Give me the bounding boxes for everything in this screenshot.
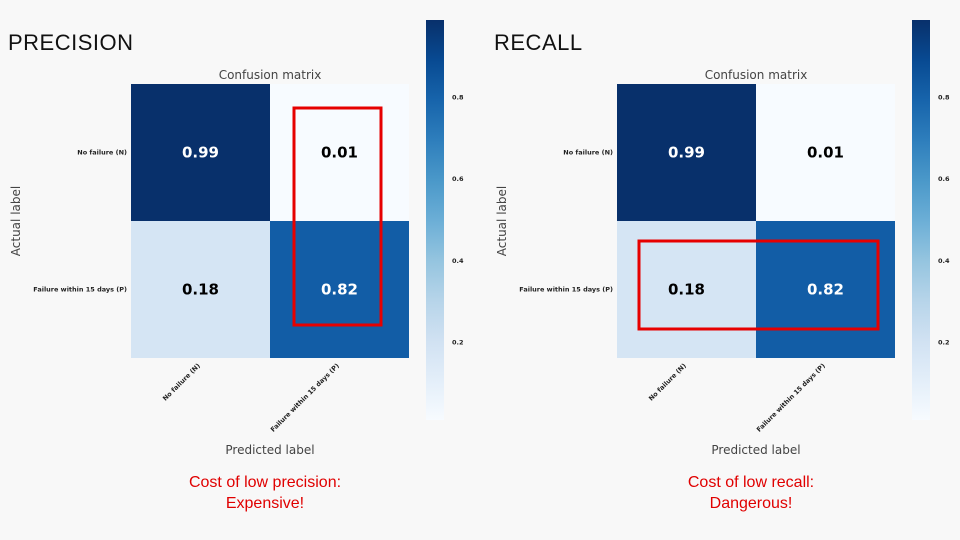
highlight-box [292, 106, 383, 327]
confusion-matrix-chart: Confusion matrix 0.99 0.01 0.18 0.82 No failu… [495, 20, 950, 457]
y-tick-label: No failure (N) [77, 149, 127, 157]
y-tick-label: Failure within 15 days (P) [33, 286, 127, 294]
colorbar-tick-label: 0.8 [938, 94, 950, 102]
precision-panel: PRECISION Confusion matrix 0.99 0.01 0.18 0.… [8, 20, 464, 514]
y-tick-label: Failure within 15 days (P) [519, 286, 613, 294]
x-axis-label: Predicted label [711, 443, 800, 457]
x-tick-label: No failure (N) [647, 362, 688, 403]
colorbar [426, 20, 444, 420]
colorbar [912, 20, 930, 420]
cell-value-label: 0.82 [321, 281, 358, 299]
cell-value-label: 0.99 [668, 144, 705, 162]
x-tick-label: Failure within 15 days (P) [755, 362, 827, 434]
x-axis-label: Predicted label [225, 443, 314, 457]
caption-line-2: Expensive! [225, 495, 305, 512]
matrix-title: Confusion matrix [219, 68, 322, 82]
confusion-matrix-chart: Confusion matrix 0.99 0.01 0.18 0.82 No failu… [9, 20, 464, 457]
colorbar-tick-label: 0.4 [452, 257, 464, 265]
x-tick-label: No failure (N) [161, 362, 202, 403]
caption: Cost of low recall: Dangerous! [586, 472, 916, 514]
cell-value-label: 0.01 [807, 144, 844, 162]
matrix-cell [756, 221, 895, 358]
recall-panel: RECALL Confusion matrix 0.99 0.01 0.18 0.82 N… [486, 0, 960, 540]
panel-heading: PRECISION [8, 30, 134, 55]
matrix-cell [131, 221, 270, 358]
cell-value-label: 0.01 [321, 144, 358, 162]
cell-value-label: 0.18 [668, 281, 705, 299]
caption: Cost of low precision: Expensive! [100, 472, 430, 514]
colorbar-tick-label: 0.6 [452, 175, 464, 183]
caption-line-1: Cost of low precision: [188, 474, 342, 491]
colorbar-tick-label: 0.4 [938, 257, 950, 265]
cell-value-label: 0.99 [182, 144, 219, 162]
colorbar-tick-label: 0.8 [452, 94, 464, 102]
matrix-cell [756, 84, 895, 221]
highlight-box [637, 239, 880, 331]
matrix-title: Confusion matrix [705, 68, 808, 82]
colorbar-tick-label: 0.6 [938, 175, 950, 183]
colorbar-tick-label: 0.2 [452, 338, 464, 346]
cell-value-label: 0.18 [182, 281, 219, 299]
cell-value-label: 0.82 [807, 281, 844, 299]
y-tick-label: No failure (N) [563, 149, 613, 157]
x-tick-label: Failure within 15 days (P) [269, 362, 341, 434]
colorbar-tick-label: 0.2 [938, 338, 950, 346]
caption-line-1: Cost of low recall: [687, 474, 815, 491]
matrix-cell [131, 84, 270, 221]
caption-line-2: Dangerous! [709, 495, 793, 512]
y-axis-label: Actual label [495, 186, 509, 256]
matrix-cell [617, 84, 756, 221]
panel-heading: RECALL [494, 30, 583, 55]
y-axis-label: Actual label [9, 186, 23, 256]
